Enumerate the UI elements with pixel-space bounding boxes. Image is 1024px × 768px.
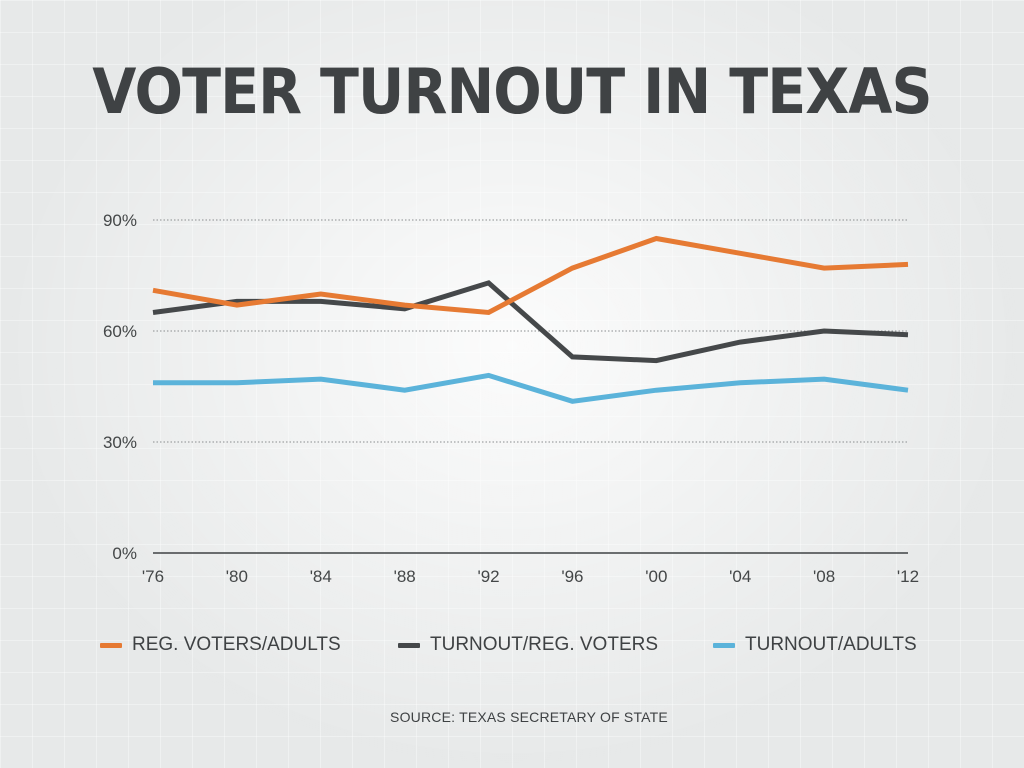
source-note: SOURCE: TEXAS SECRETARY OF STATE <box>390 709 668 725</box>
x-tick-label: '84 <box>310 567 332 586</box>
legend-label-turnout-adults: TURNOUT/ADULTS <box>745 634 917 655</box>
series-line-turnout-reg-voters <box>152 280 909 364</box>
x-tick-label: '80 <box>226 567 248 586</box>
x-tick-label: '88 <box>394 567 416 586</box>
y-tick-label: 60% <box>103 322 137 341</box>
x-tick-label: '08 <box>813 567 835 586</box>
legend-label-turnout-reg-voters: TURNOUT/REG. VOTERS <box>430 634 659 655</box>
x-tick-label: '00 <box>645 567 667 586</box>
legend-swatch-reg-voters-adults <box>100 642 122 648</box>
legend-item-reg-voters-adults: REG. VOTERS/ADULTS <box>100 632 341 658</box>
y-tick-label: 90% <box>103 211 137 230</box>
x-tick-label: '92 <box>477 567 499 586</box>
chart-title: VOTER TURNOUT IN TEXAS <box>92 55 932 128</box>
legend-item-turnout-adults: TURNOUT/ADULTS <box>713 632 917 658</box>
series-line-turnout-adults <box>153 372 909 404</box>
legend-swatch-turnout-reg-voters <box>398 642 420 648</box>
x-tick-label: '96 <box>561 567 583 586</box>
y-tick-label: 0% <box>112 544 137 563</box>
legend-label-reg-voters-adults: REG. VOTERS/ADULTS <box>132 634 341 655</box>
x-tick-label: '04 <box>729 567 751 586</box>
legend-item-turnout-reg-voters: TURNOUT/REG. VOTERS <box>398 632 658 658</box>
x-tick-label: '12 <box>897 567 919 586</box>
series-line-reg-voters-adults <box>152 235 909 316</box>
x-tick-label: '76 <box>142 567 164 586</box>
legend-swatch-turnout-adults <box>713 642 735 648</box>
y-tick-label: 30% <box>103 433 137 452</box>
